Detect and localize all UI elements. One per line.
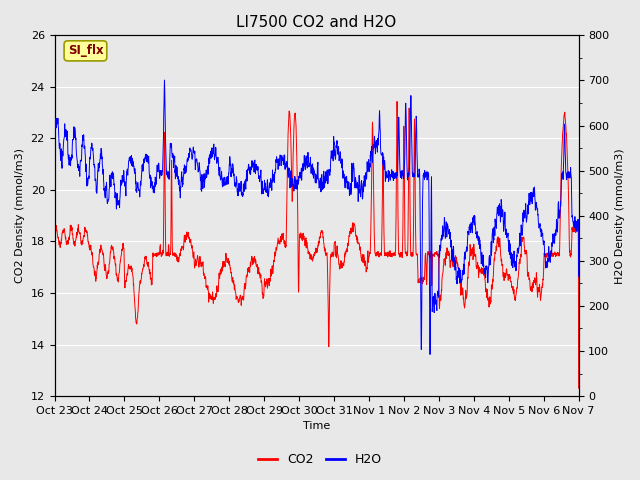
X-axis label: Time: Time — [303, 421, 330, 432]
Title: LI7500 CO2 and H2O: LI7500 CO2 and H2O — [236, 15, 397, 30]
Text: SI_flx: SI_flx — [68, 44, 103, 57]
Legend: CO2, H2O: CO2, H2O — [253, 448, 387, 471]
Y-axis label: H2O Density (mmol/m3): H2O Density (mmol/m3) — [615, 148, 625, 284]
Y-axis label: CO2 Density (mmol/m3): CO2 Density (mmol/m3) — [15, 148, 25, 283]
